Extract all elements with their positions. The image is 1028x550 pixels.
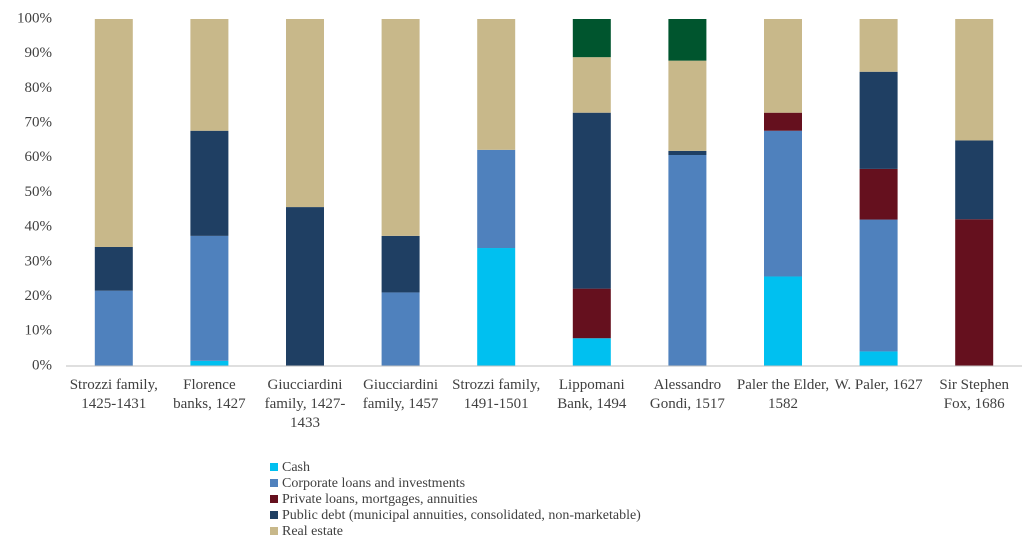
y-tick-label: 40%: [25, 219, 53, 235]
x-tick-label: Strozzi family, 1491-1501: [452, 377, 541, 412]
x-tick-label: Alessandro Gondi, 1517: [649, 377, 725, 412]
legend-entry: Public debt (municipal annuities, consol…: [270, 508, 641, 524]
bar-segment: [859, 351, 898, 366]
bar-segment: [764, 112, 802, 131]
bar-segment: [764, 19, 802, 113]
legend-swatch: [270, 527, 278, 535]
bar-segment: [859, 19, 898, 72]
bar-segment: [190, 235, 229, 361]
bar-segment: [572, 112, 611, 289]
bar-segment: [477, 248, 516, 366]
bar-segment: [955, 19, 994, 141]
bar-segment: [572, 19, 611, 58]
bar-segment: [190, 19, 229, 131]
x-tick-label: Giucciardini family, 1457: [362, 377, 439, 412]
bar-segment: [94, 246, 133, 291]
legend-label: Real estate: [282, 524, 344, 539]
legend-swatch: [270, 511, 278, 519]
bar-segment: [190, 360, 229, 366]
bar-segment: [381, 235, 420, 293]
x-tick-label: W. Paler, 1627: [834, 377, 923, 393]
bar-segment: [572, 338, 611, 366]
y-tick-label: 60%: [25, 149, 53, 165]
legend-entry: Real estate: [270, 524, 343, 540]
bar-segment: [381, 292, 420, 366]
bar-segment: [94, 19, 133, 247]
bar-segment: [572, 57, 611, 113]
bar-segment: [477, 19, 516, 150]
legend-label: Corporate loans and investments: [282, 476, 466, 491]
legend-swatch: [270, 479, 278, 487]
y-tick-label: 100%: [17, 10, 52, 26]
x-tick-label: Strozzi family, 1425-1431: [69, 377, 158, 412]
bar-segment: [955, 140, 994, 220]
y-tick-label: 0%: [32, 357, 52, 373]
bar-segment: [381, 19, 420, 236]
y-tick-label: 80%: [25, 80, 53, 96]
x-tick-label: Paler the Elder, 1582: [736, 377, 830, 412]
bar-segment: [668, 155, 707, 366]
y-tick-label: 10%: [25, 323, 53, 339]
bar-segment: [286, 207, 324, 366]
bar-segment: [477, 149, 516, 249]
x-tick-label: Lippomani Bank, 1494: [557, 377, 627, 412]
y-tick-label: 90%: [25, 45, 53, 61]
legend-entry: Cash: [270, 460, 310, 476]
legend-label: Private loans, mortgages, annuities: [282, 492, 478, 507]
y-tick-label: 70%: [25, 115, 53, 131]
x-tick-label: Sir Stephen Fox, 1686: [939, 377, 1009, 412]
bar-segment: [668, 150, 707, 156]
bar-segment: [859, 219, 898, 352]
bar-segment: [572, 288, 611, 339]
bar-segment: [764, 130, 802, 277]
bar-segment: [94, 290, 133, 366]
bar-segment: [668, 60, 707, 151]
bar-segment: [286, 19, 324, 208]
y-tick-label: 20%: [25, 288, 53, 304]
y-tick-label: 50%: [25, 184, 53, 200]
legend-swatch: [270, 463, 278, 471]
x-tick-label: Giucciardini family, 1427-1433: [264, 377, 346, 431]
legend-entry: Private loans, mortgages, annuities: [270, 492, 478, 508]
legend-label: Public debt (municipal annuities, consol…: [282, 508, 641, 523]
legend-label: Cash: [282, 460, 310, 475]
bar-segment: [859, 168, 898, 220]
x-tick-label: Florence banks, 1427: [173, 377, 246, 412]
y-tick-label: 30%: [25, 253, 53, 269]
bar-segment: [668, 19, 707, 61]
bar-segment: [955, 219, 994, 366]
bar-segment: [859, 71, 898, 169]
legend-swatch: [270, 495, 278, 503]
legend-entry: Corporate loans and investments: [270, 476, 465, 492]
bar-segment: [764, 276, 802, 366]
bar-segment: [190, 130, 229, 236]
